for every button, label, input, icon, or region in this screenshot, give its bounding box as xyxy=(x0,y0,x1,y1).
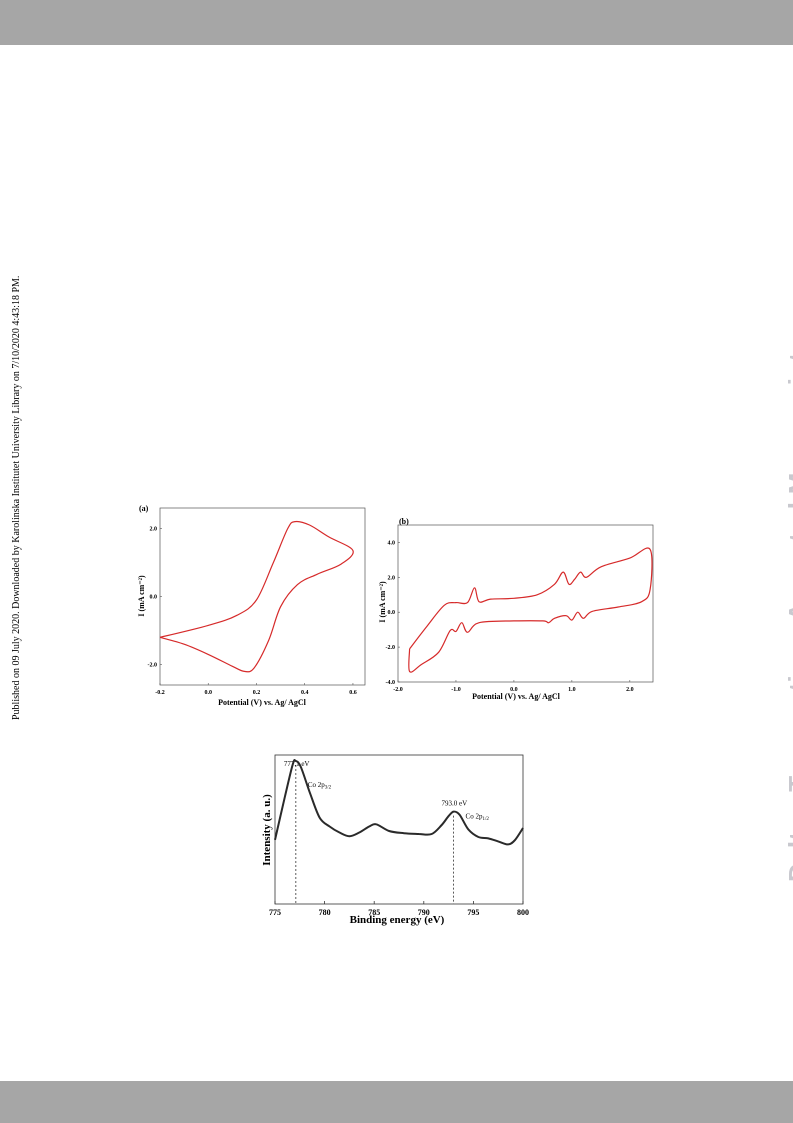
peak-assignment-label: Co 2p3/2 xyxy=(308,781,332,791)
y-tick-label: -4.0 xyxy=(386,680,396,686)
panel-label-b: (b) xyxy=(399,517,409,526)
x-tick-label: 0.2 xyxy=(253,690,261,696)
y-axis-label: Intensity (a. u.) xyxy=(261,794,273,866)
x-tick-label: 800 xyxy=(517,908,529,917)
x-tick-label: 2.0 xyxy=(626,687,634,693)
x-tick-label: 1.0 xyxy=(568,687,576,693)
annotation-group: 777.1 eV Co 2p3/2 793.0 eV Co 2p1/2 xyxy=(284,760,490,904)
x-tick-label: 0.4 xyxy=(301,690,309,696)
y-tick-label: -2.0 xyxy=(386,645,396,651)
xps-figure: 775 780 785 790 795 800 777.1 eV Co 2p3/2 793.0… xyxy=(261,754,529,926)
peak-energy-label: 793.0 eV xyxy=(442,800,468,808)
cv-figure-a: (a) -0.2 0.0 0.2 0.4 0.6 2.0 0.0 -2.0 Potential… xyxy=(137,504,366,707)
x-axis-label: Binding energy (eV) xyxy=(350,914,445,926)
y-tick-label: 2.0 xyxy=(150,526,158,532)
x-tick-label: 0.0 xyxy=(510,687,517,693)
x-tick-label: 0.0 xyxy=(204,690,212,696)
cv-curve xyxy=(159,520,354,673)
y-tick-label: -2.0 xyxy=(148,663,158,669)
x-tick-label: -0.2 xyxy=(155,690,165,696)
tick-group: -0.2 0.0 0.2 0.4 0.6 2.0 0.0 -2.0 xyxy=(148,526,357,696)
footer-bar xyxy=(0,1081,793,1123)
x-tick-label: 795 xyxy=(467,908,479,917)
x-tick-label: 0.6 xyxy=(349,690,357,696)
xps-curve xyxy=(274,759,524,846)
plot-frame xyxy=(159,507,366,686)
plot-frame xyxy=(397,524,654,683)
peak-assignment-label: Co 2p1/2 xyxy=(466,813,490,823)
x-tick-label: 780 xyxy=(319,908,331,917)
cv-figure-b: (b) -2.0 -1.0 0.0 1.0 2.04.02.00.0-2.0-4.0 P… xyxy=(378,517,654,701)
cv-curve xyxy=(408,547,653,673)
y-axis-label: I (mA cm⁻²) xyxy=(137,575,146,617)
x-tick-label: -1.0 xyxy=(451,687,461,693)
y-tick-label: 0.0 xyxy=(388,610,396,616)
x-axis-label: Potential (V) vs. Ag/ AgCl xyxy=(472,692,561,701)
panel-label-a: (a) xyxy=(139,504,149,513)
x-tick-label: 775 xyxy=(269,908,281,917)
header-bar xyxy=(0,0,793,45)
y-tick-label: 2.0 xyxy=(388,575,396,581)
y-tick-label: 0.0 xyxy=(150,595,158,601)
accepted-manuscript-watermark: Dalton Transactions Accepted Manuscript xyxy=(783,352,793,882)
y-axis-label: I (mA cm⁻²) xyxy=(378,581,387,623)
x-tick-label: 785 xyxy=(368,908,380,917)
x-tick-label: 790 xyxy=(418,908,430,917)
publication-side-note: Published on 09 July 2020. Downloaded by… xyxy=(11,275,22,720)
tick-group: -2.0 -1.0 0.0 1.0 2.04.02.00.0-2.0-4.0 xyxy=(386,540,634,693)
x-tick-label: -2.0 xyxy=(393,687,403,693)
tick-group: 775 780 785 790 795 800 xyxy=(269,901,529,917)
x-axis-label: Potential (V) vs. Ag/ AgCl xyxy=(218,698,307,707)
plot-frame xyxy=(274,754,524,905)
peak-energy-label: 777.1 eV xyxy=(284,760,310,768)
y-tick-label: 4.0 xyxy=(388,540,396,546)
